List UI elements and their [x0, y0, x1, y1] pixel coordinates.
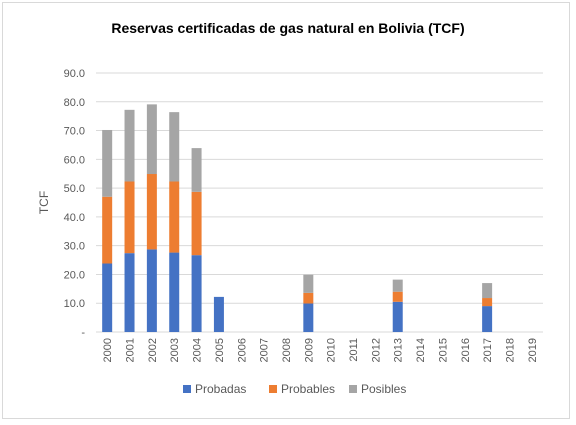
bar-probadas-2017	[482, 306, 493, 332]
chart-frame	[2, 2, 570, 419]
bar-probables-2009	[303, 292, 314, 304]
bar-posibles-2004	[191, 148, 202, 192]
x-tick-label: 2007	[259, 338, 271, 362]
x-tick-label: 2013	[393, 338, 405, 362]
y-axis-label: TCF	[37, 191, 51, 214]
x-tick-label: 2009	[303, 338, 315, 362]
bar-probables-2003	[169, 181, 180, 253]
y-tick-label: 40.0	[64, 212, 85, 224]
y-tick-label: 30.0	[64, 241, 85, 253]
bar-probables-2002	[146, 174, 157, 250]
bar-probadas-2009	[303, 303, 314, 332]
bar-probables-2013	[392, 291, 403, 302]
x-tick-label: 2014	[415, 338, 427, 362]
bar-probadas-2001	[124, 253, 135, 332]
y-tick-label: 60.0	[64, 154, 85, 166]
bar-posibles-2013	[392, 279, 403, 292]
y-tick-label: -	[81, 327, 85, 339]
bar-probables-2001	[124, 181, 135, 254]
bar-probadas-2005	[213, 296, 224, 332]
x-tick-label: 2006	[236, 338, 248, 362]
chart-title: Reservas certificadas de gas natural en …	[111, 20, 465, 36]
x-tick-label: 2012	[370, 338, 382, 362]
x-tick-label: 2004	[192, 338, 204, 362]
y-tick-label: 10.0	[64, 298, 85, 310]
x-tick-label: 2011	[348, 338, 360, 362]
y-tick-label: 80.0	[64, 97, 85, 109]
bar-posibles-2000	[102, 129, 113, 197]
bar-probadas-2000	[102, 263, 113, 332]
x-tick-label: 2018	[504, 338, 516, 362]
y-tick-label: 20.0	[64, 269, 85, 281]
legend-swatch-probables	[269, 385, 277, 393]
bar-probadas-2004	[191, 255, 202, 332]
legend-label-probables: Probables	[281, 382, 335, 396]
legend-swatch-posibles	[349, 385, 357, 393]
bar-posibles-2002	[146, 104, 157, 175]
x-tick-label: 2005	[214, 338, 226, 362]
y-tick-label: 70.0	[64, 126, 85, 138]
x-tick-label: 2016	[460, 338, 472, 362]
bar-posibles-2017	[482, 283, 493, 299]
legend-swatch-probadas	[183, 385, 191, 393]
x-tick-label: 2019	[527, 338, 539, 362]
bar-probadas-2002	[146, 249, 157, 332]
x-tick-label: 2002	[147, 338, 159, 362]
x-tick-label: 2008	[281, 338, 293, 362]
y-tick-label: 90.0	[64, 68, 85, 80]
x-tick-label: 2017	[482, 338, 494, 362]
bar-probables-2000	[102, 196, 113, 264]
x-tick-label: 2010	[326, 338, 338, 362]
bar-posibles-2009	[303, 274, 314, 293]
bar-probables-2004	[191, 191, 202, 256]
bar-probadas-2003	[169, 252, 180, 332]
y-tick-label: 50.0	[64, 183, 85, 195]
legend-label-posibles: Posibles	[361, 382, 406, 396]
legend-label-probadas: Probadas	[195, 382, 246, 396]
x-tick-label: 2000	[102, 338, 114, 362]
x-tick-label: 2015	[437, 338, 449, 362]
bar-posibles-2003	[169, 112, 180, 182]
bar-probadas-2013	[392, 301, 403, 332]
x-tick-label: 2003	[169, 338, 181, 362]
bar-probables-2017	[482, 298, 493, 307]
x-tick-label: 2001	[125, 338, 137, 362]
bar-posibles-2001	[124, 109, 135, 182]
